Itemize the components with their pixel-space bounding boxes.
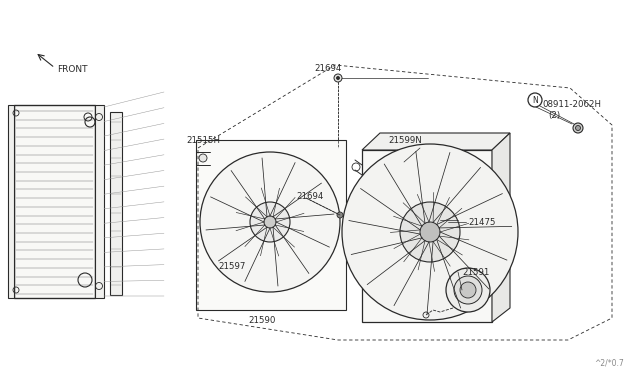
Polygon shape [8, 105, 14, 298]
Circle shape [334, 74, 342, 82]
Polygon shape [362, 150, 492, 322]
Polygon shape [95, 105, 104, 298]
Polygon shape [492, 133, 510, 322]
Text: 21597: 21597 [218, 262, 245, 271]
Circle shape [420, 222, 440, 242]
Circle shape [446, 268, 490, 312]
Text: 21475: 21475 [468, 218, 495, 227]
Text: 21599N: 21599N [388, 136, 422, 145]
Text: FRONT: FRONT [57, 65, 88, 74]
Polygon shape [380, 162, 415, 186]
Text: 21515H: 21515H [186, 136, 220, 145]
Polygon shape [362, 133, 510, 150]
Circle shape [264, 216, 276, 228]
Circle shape [460, 282, 476, 298]
Circle shape [337, 77, 339, 80]
Text: 21590: 21590 [248, 316, 275, 325]
Circle shape [199, 154, 207, 162]
Text: 21591: 21591 [462, 268, 490, 277]
Text: (2): (2) [548, 111, 560, 120]
Circle shape [342, 144, 518, 320]
Text: 21694: 21694 [296, 192, 323, 201]
Circle shape [200, 152, 340, 292]
Circle shape [400, 202, 460, 262]
Circle shape [575, 125, 580, 131]
Polygon shape [110, 112, 122, 295]
Circle shape [454, 276, 482, 304]
Circle shape [573, 123, 583, 133]
Circle shape [250, 202, 290, 242]
Text: 21694: 21694 [314, 64, 341, 73]
Text: ^2/*0.7: ^2/*0.7 [595, 358, 624, 367]
Text: 08911-2062H: 08911-2062H [542, 100, 601, 109]
Circle shape [337, 212, 343, 218]
Text: N: N [532, 96, 538, 105]
Polygon shape [14, 105, 95, 298]
Polygon shape [196, 140, 346, 310]
